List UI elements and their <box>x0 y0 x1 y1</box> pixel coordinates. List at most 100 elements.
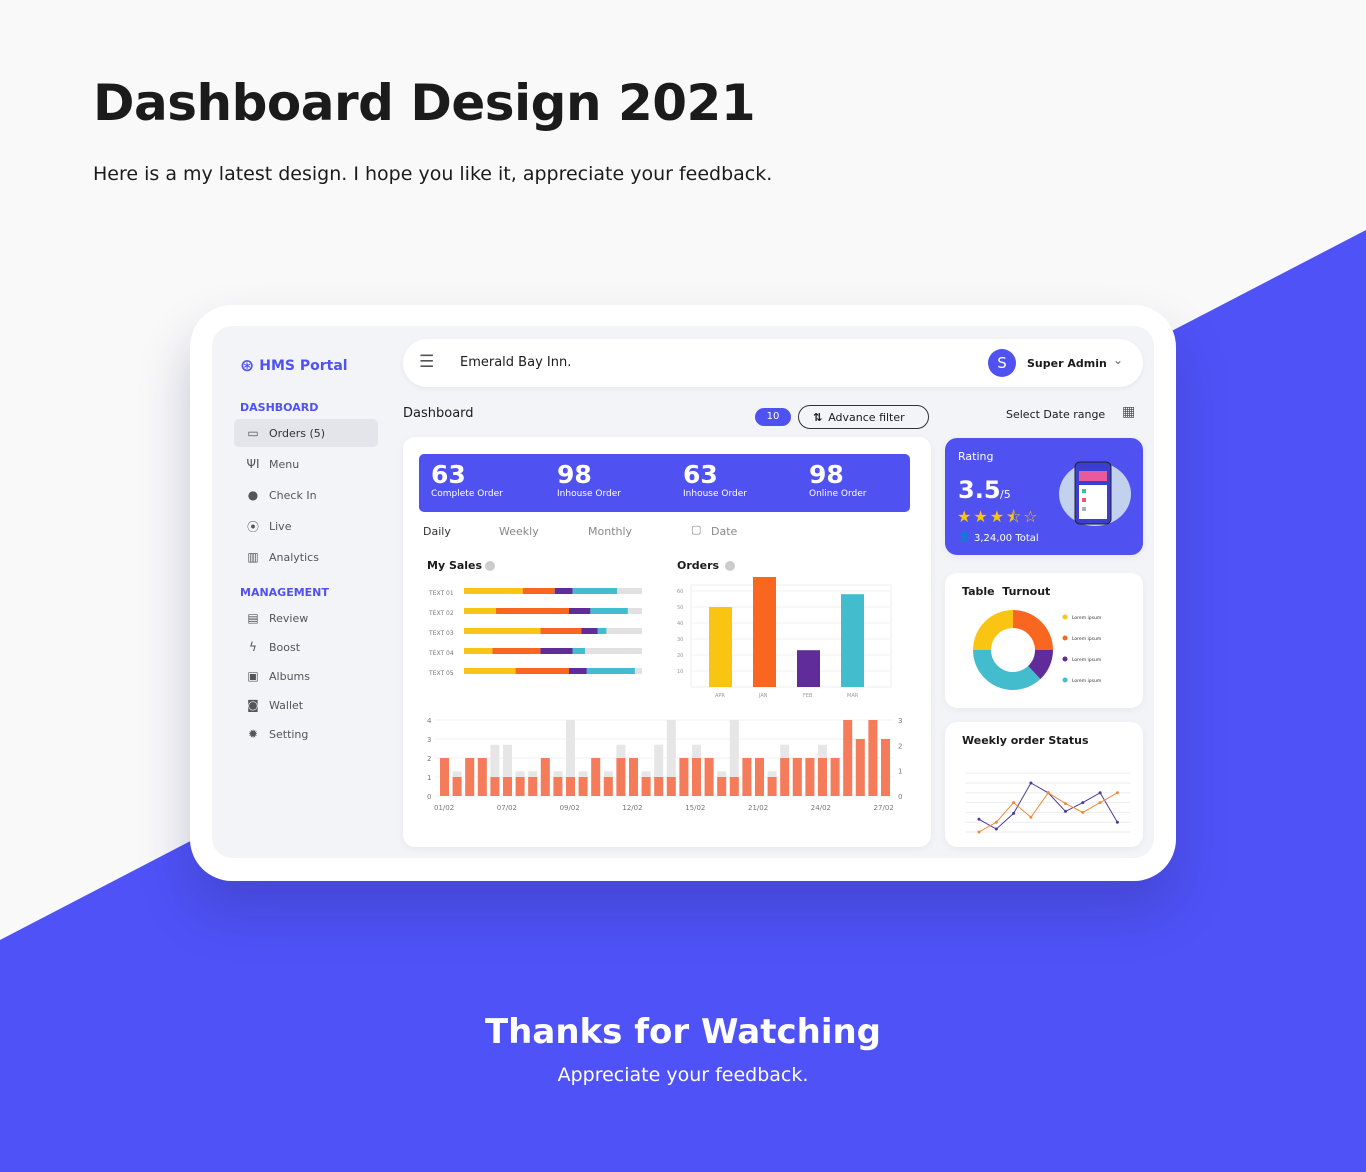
tab-weekly[interactable]: Weekly <box>499 525 539 538</box>
user-name[interactable]: Super Admin <box>1027 357 1107 370</box>
bar-background <box>566 720 575 796</box>
bar-background <box>503 744 512 796</box>
map-pin-icon: ● <box>247 488 259 502</box>
legend-label: Lorem ipsum <box>1072 657 1101 663</box>
sidebar-item-albums[interactable]: ▣ Albums <box>234 662 378 690</box>
y-tick-label: 60 <box>677 589 683 595</box>
bar <box>843 720 853 796</box>
data-point <box>977 817 981 821</box>
device-frame: ⊛ HMS Portal DASHBOARD ▭ Orders (5) ΨΙ Menu ● C… <box>190 305 1176 881</box>
sidebar-item-wallet[interactable]: ◙ Wallet <box>234 691 378 719</box>
y-tick-label: 20 <box>677 653 683 659</box>
sidebar-item-setting[interactable]: ✹ Setting <box>234 720 378 748</box>
bar <box>792 758 802 796</box>
sidebar-item-orders[interactable]: ▭ Orders (5) <box>234 419 378 447</box>
bar-segment <box>590 608 628 614</box>
menu-toggle-icon[interactable]: ☰ <box>419 352 435 372</box>
bar <box>881 739 890 796</box>
rating-suffix: /5 <box>1000 488 1011 501</box>
bar <box>753 577 776 687</box>
bar-segment <box>569 608 591 614</box>
sidebar-item-review[interactable]: ▤ Review <box>234 604 378 632</box>
bar <box>490 777 500 796</box>
bar <box>666 777 676 796</box>
calendar-icon[interactable]: ▢ <box>691 523 702 536</box>
phone-illustration <box>1059 461 1131 526</box>
section-label: DASHBOARD <box>240 401 319 414</box>
bar-segment <box>522 588 555 594</box>
plot-frame <box>690 584 892 688</box>
legend-label: Lorem ipsum <box>1072 678 1101 684</box>
bar <box>742 758 752 796</box>
bar <box>578 777 588 796</box>
hero-title: Dashboard Design 2021 <box>93 74 756 132</box>
tab-monthly[interactable]: Monthly <box>588 525 633 538</box>
bar-background <box>654 744 664 796</box>
y-tick-label: 50 <box>677 605 683 611</box>
info-icon[interactable] <box>485 561 495 571</box>
date-range-label[interactable]: Select Date range <box>1006 408 1106 421</box>
rating-title: Rating <box>958 450 994 463</box>
bar <box>830 758 840 796</box>
table-turnout-title: Table Turnout <box>962 585 1051 598</box>
gear-icon: ✹ <box>247 727 259 741</box>
bar <box>841 594 864 687</box>
bar <box>553 777 563 796</box>
stat-value: 63 <box>431 460 466 489</box>
data-point <box>1081 801 1085 805</box>
sidebar-item-boost[interactable]: ϟ Boost <box>234 633 378 661</box>
images-icon: ▣ <box>247 669 259 683</box>
bar-segment <box>540 648 573 654</box>
bar-segment <box>572 648 586 654</box>
bar <box>679 758 689 796</box>
bar <box>603 777 613 796</box>
sidebar-item-label: Menu <box>269 457 300 471</box>
bar-segment <box>464 648 493 654</box>
avatar[interactable]: S <box>988 349 1016 377</box>
bar <box>780 758 790 796</box>
bar <box>452 777 462 796</box>
donut-slice <box>1013 610 1053 650</box>
calendar-icon[interactable]: ▦ <box>1122 404 1136 420</box>
advance-filter-button[interactable]: ⇅ Advance filter <box>798 405 929 429</box>
tab-date[interactable]: Date <box>711 525 738 538</box>
my-sales-chart: TEXT 01 TEXT 02 TEXT 03 TEXT 04 TEXT 05 <box>428 588 642 677</box>
category-label: TEXT 02 <box>428 610 454 617</box>
page-title: Dashboard <box>403 406 474 421</box>
weekly-status-card: Weekly order Status <box>945 722 1143 847</box>
stat-item: 98 Online Order <box>809 460 866 499</box>
inbox-icon: ▭ <box>247 426 259 440</box>
sidebar-item-menu[interactable]: ΨΙ Menu <box>234 450 378 478</box>
x-tick-label: FEB <box>803 693 813 699</box>
daily-bar-chart: 0 1 2 3 4 0 1 2 3 01/02 07/02 09/02 12/02 15/02 21/02 2… <box>427 717 902 812</box>
bar <box>868 720 878 796</box>
stat-label: Inhouse Order <box>557 489 621 499</box>
sidebar-item-live[interactable]: ⦿ Live <box>234 512 378 540</box>
star-rating: ★★★⯪☆ <box>957 506 1040 533</box>
legend-dot <box>1062 677 1068 683</box>
y-tick-label: 10 <box>677 669 683 675</box>
sidebar-item-label: Setting <box>269 727 309 741</box>
bar-segment <box>492 648 541 654</box>
bar-segment <box>496 608 570 614</box>
sidebar-item-label: Live <box>269 519 292 533</box>
sidebar-item-analytics[interactable]: ▥ Analytics <box>234 543 378 571</box>
bar <box>654 777 664 796</box>
chevron-down-icon[interactable]: ⌄ <box>1113 353 1124 367</box>
sidebar-item-check[interactable]: ● Check In <box>234 481 378 509</box>
footer-subtitle: Appreciate your feedback. <box>557 1064 809 1086</box>
info-icon[interactable] <box>725 561 735 571</box>
star-icon: ★ <box>973 507 990 526</box>
data-point <box>994 827 998 831</box>
stat-item: 63 Complete Order <box>431 460 503 499</box>
main-panel: 63 Complete Order 98 Inhouse Order 63 Inhouse… <box>403 437 931 847</box>
bar-segment <box>586 668 635 674</box>
wallet-icon: ◙ <box>247 698 259 712</box>
stats-banner: 63 Complete Order 98 Inhouse Order 63 Inhouse… <box>419 454 910 512</box>
sidebar-item-label: Check In <box>269 488 317 502</box>
data-point <box>1029 781 1033 785</box>
bar <box>641 777 651 796</box>
logo[interactable]: ⊛ HMS Portal <box>240 356 348 376</box>
tab-daily[interactable]: Daily <box>423 525 451 538</box>
data-point <box>1098 801 1102 805</box>
